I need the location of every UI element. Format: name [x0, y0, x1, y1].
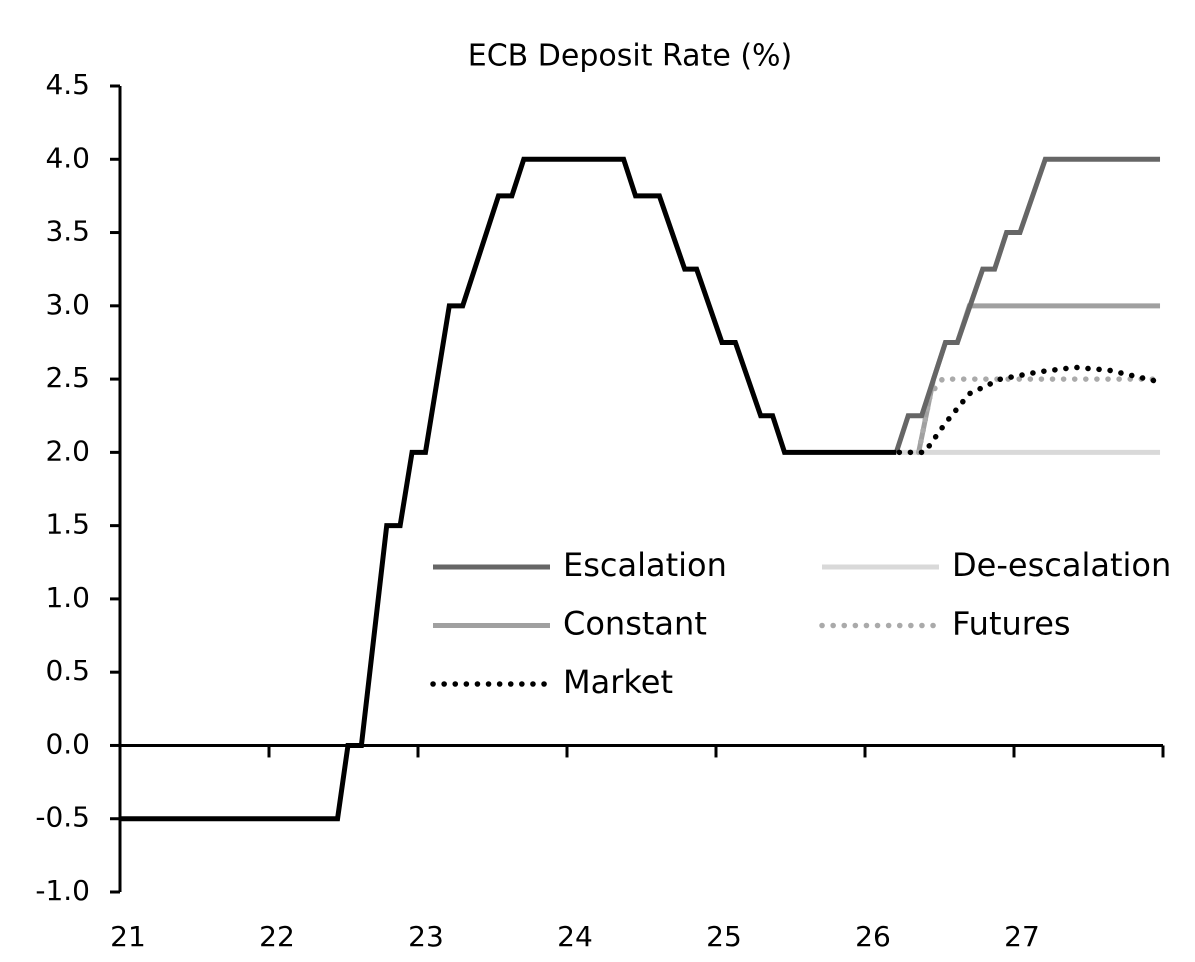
x-tick-label: 22 [259, 920, 295, 953]
x-tick-label: 25 [706, 920, 742, 953]
x-tick-label: 27 [1004, 920, 1040, 953]
legend-label: Market [563, 663, 673, 701]
legend-label: De-escalation [952, 546, 1171, 584]
y-tick-label: 4.5 [45, 68, 90, 101]
y-tick-label: 1.5 [45, 508, 90, 541]
legend-label: Escalation [563, 546, 727, 584]
x-tick-label: 24 [557, 920, 593, 953]
y-tick-label: 4.0 [45, 141, 90, 174]
y-tick-label: 0.0 [45, 727, 90, 760]
y-tick-label: 0.5 [45, 654, 90, 687]
y-tick-label: -1.0 [35, 874, 90, 907]
y-tick-label: 2.5 [45, 361, 90, 394]
series-line [896, 364, 1163, 456]
x-tick-label: 26 [855, 920, 891, 953]
chart-title: ECB Deposit Rate (%) [468, 39, 792, 74]
legend-label: Futures [952, 605, 1071, 643]
y-tick-label: 1.0 [45, 581, 90, 614]
y-tick-label: -0.5 [35, 801, 90, 834]
series-line [120, 156, 897, 822]
y-tick-label: 3.5 [45, 215, 90, 248]
legend-label: Constant [563, 605, 707, 643]
series-line [893, 156, 1161, 454]
y-tick-label: 3.0 [45, 288, 90, 321]
x-tick-label: 23 [408, 920, 444, 953]
series-line [915, 376, 1163, 456]
x-tick-label: 21 [110, 920, 146, 953]
y-tick-label: 2.0 [45, 434, 90, 467]
